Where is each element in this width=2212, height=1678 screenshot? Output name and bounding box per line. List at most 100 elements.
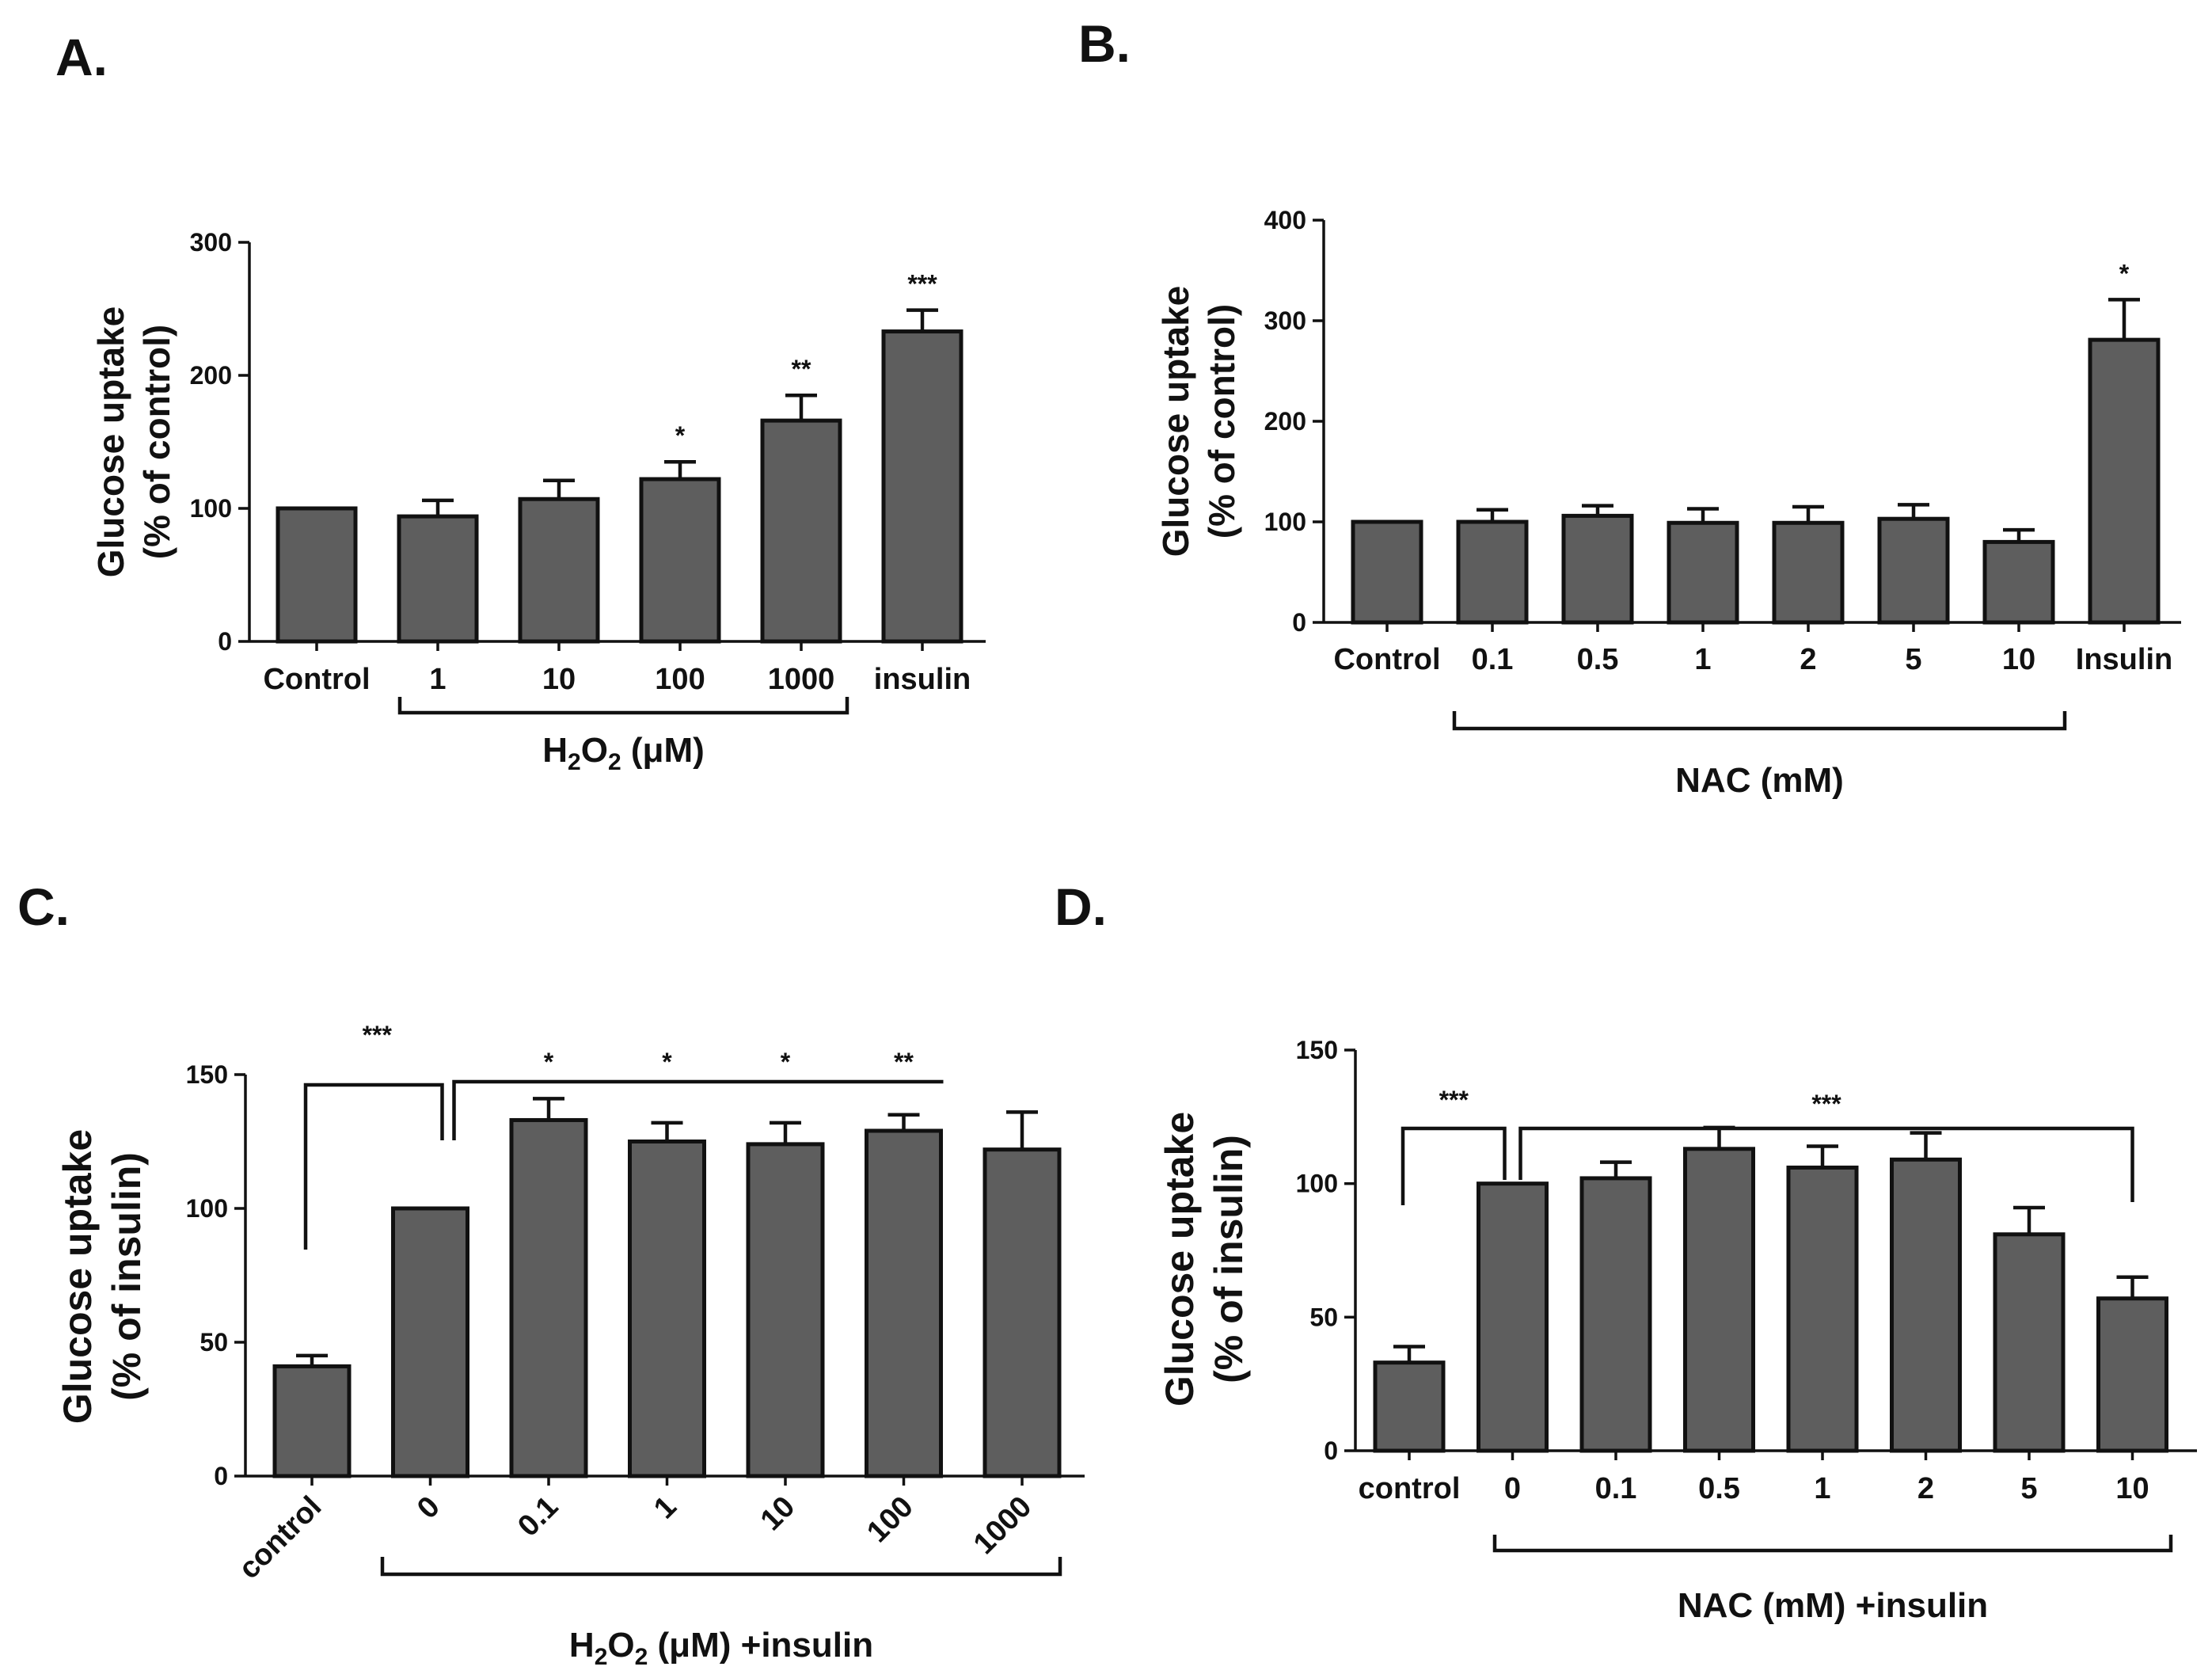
- x-tick-label: 10: [2115, 1472, 2149, 1505]
- x-tick-label: 10: [754, 1490, 802, 1538]
- y-axis-label: Glucose uptake: [1157, 1112, 1202, 1406]
- significance-label: ***: [907, 270, 937, 299]
- bar: [1683, 1147, 1755, 1453]
- y-tick-label: 200: [1264, 407, 1306, 436]
- x-tick-label: 1: [429, 663, 446, 696]
- x-tick-label: Control: [1333, 643, 1440, 676]
- bar: [881, 329, 963, 644]
- group-bracket: [1492, 1535, 2173, 1553]
- bar: [1786, 1165, 1859, 1453]
- comparison-label: ***: [1811, 1090, 1841, 1118]
- panel-c: C.Glucose uptake (% of insulin)050100150c…: [17, 877, 1085, 1670]
- x-tick-label: Control: [263, 663, 370, 696]
- x-tick-label: 0.1: [1472, 643, 1514, 676]
- x-tick-label: 0.5: [1577, 643, 1619, 676]
- bar: [1579, 1176, 1652, 1453]
- x-tick-label: 0.1: [1595, 1472, 1637, 1505]
- comparison-bracket: [452, 1079, 944, 1140]
- x-tick-label: 0: [411, 1490, 447, 1526]
- y-tick-label: 100: [186, 1194, 228, 1223]
- y-tick-label: 150: [1296, 1036, 1338, 1064]
- group-label: NAC (mM) +insulin: [1678, 1586, 1988, 1625]
- significance-label: *: [544, 1048, 554, 1076]
- bar: [2088, 337, 2161, 625]
- x-tick-label: 0: [1504, 1472, 1521, 1505]
- bar: [2096, 1296, 2168, 1453]
- bar: [1772, 520, 1845, 625]
- bar: [639, 477, 721, 644]
- y-tick-label: 50: [200, 1328, 228, 1356]
- x-tick-label: 10: [2002, 643, 2035, 676]
- x-tick-label: 1000: [967, 1490, 1038, 1561]
- bar: [1373, 1360, 1446, 1453]
- bar: [746, 1142, 825, 1478]
- y-tick-label: 100: [1264, 508, 1306, 536]
- bar: [509, 1117, 588, 1478]
- panel-label: D.: [1055, 877, 1107, 936]
- x-tick-label: insulin: [874, 663, 971, 696]
- y-tick-label: 100: [1296, 1170, 1338, 1198]
- y-axis-label: (% of control): [1201, 304, 1242, 538]
- significance-label: *: [675, 421, 686, 450]
- group-label: H2O2 (μM): [542, 731, 705, 775]
- panel-d: D.Glucose uptake (% of insulin)050100150c…: [1055, 877, 2197, 1625]
- bar: [628, 1140, 706, 1478]
- bar: [391, 1206, 469, 1478]
- x-tick-label: 2: [1800, 643, 1816, 676]
- y-tick-label: 0: [218, 627, 232, 656]
- x-tick-label: 0.5: [1698, 1472, 1740, 1505]
- y-tick-label: 0: [1324, 1436, 1338, 1465]
- panel-label: A.: [55, 28, 108, 86]
- comparison-bracket: [1401, 1126, 1507, 1205]
- y-tick-label: 200: [190, 361, 232, 390]
- comparison-bracket: [303, 1083, 444, 1250]
- x-tick-label: 100: [861, 1490, 920, 1550]
- bar: [1890, 1157, 1962, 1453]
- x-tick-label: 1000: [768, 663, 835, 696]
- panel-label: C.: [17, 877, 70, 936]
- y-axis-label: Glucose uptake: [55, 1129, 100, 1424]
- y-axis-label: Glucose uptake: [1155, 286, 1196, 557]
- bar: [1456, 519, 1529, 625]
- bar: [1561, 513, 1634, 625]
- y-tick-label: 300: [1264, 306, 1306, 335]
- x-tick-label: 1: [648, 1490, 683, 1526]
- bar: [865, 1128, 943, 1478]
- comparison-bracket: [1518, 1126, 2134, 1202]
- bar: [1877, 516, 1950, 625]
- bar: [760, 418, 842, 644]
- y-axis-label: (% of control): [136, 325, 177, 559]
- y-tick-label: 0: [214, 1462, 228, 1490]
- panel-a: A. Glucose uptake (% of control) 0 100 200 300…: [55, 28, 986, 775]
- y-tick-label: 100: [190, 494, 232, 523]
- bar: [1351, 519, 1423, 625]
- group-label: NAC (mM): [1675, 761, 1844, 800]
- significance-label: *: [662, 1048, 672, 1076]
- y-tick-label: 300: [190, 228, 232, 257]
- significance-label: **: [894, 1048, 914, 1076]
- bar: [518, 497, 600, 644]
- x-tick-label: 5: [2020, 1472, 2037, 1505]
- comparison-label: ***: [363, 1021, 393, 1049]
- group-bracket: [397, 697, 849, 715]
- x-tick-label: 5: [1905, 643, 1921, 676]
- group-bracket: [380, 1557, 1062, 1577]
- x-tick-label: 100: [655, 663, 705, 696]
- y-axis-label: (% of insulin): [105, 1152, 149, 1401]
- y-tick-label: 50: [1309, 1303, 1338, 1331]
- panel-b: B. Glucose uptake (% of control) 0 100 200 300…: [1078, 14, 2181, 800]
- bar: [1982, 539, 2055, 625]
- x-tick-label: 2: [1917, 1472, 1934, 1505]
- bar: [276, 506, 358, 644]
- panel-label: B.: [1078, 14, 1131, 73]
- bar: [982, 1147, 1062, 1478]
- significance-label: *: [781, 1048, 791, 1076]
- y-axis-label: (% of insulin): [1207, 1135, 1251, 1383]
- comparison-label: ***: [1439, 1086, 1469, 1114]
- bar: [397, 514, 479, 644]
- x-tick-label: 1: [1814, 1472, 1830, 1505]
- bar: [1993, 1232, 2066, 1453]
- y-tick-label: 400: [1264, 206, 1306, 234]
- x-tick-label: 0.1: [511, 1490, 564, 1543]
